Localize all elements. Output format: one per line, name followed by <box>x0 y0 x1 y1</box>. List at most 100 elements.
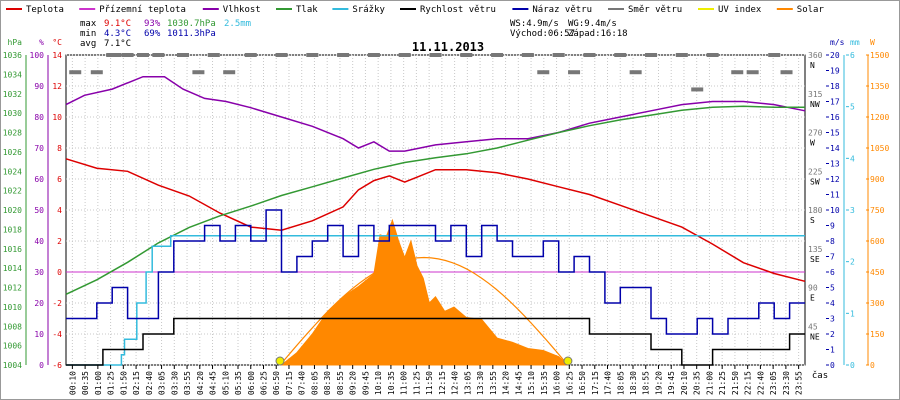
watt-axis-tick-label: 900 <box>870 175 885 184</box>
hpa-axis-tick-label: 1028 <box>3 129 22 138</box>
x-tick-label: 01:25 <box>107 371 116 395</box>
x-tick-label: 03:05 <box>158 371 167 395</box>
stats-avg-temp: 7.1°C <box>104 39 131 49</box>
direction-layer <box>69 53 793 92</box>
celsius-axis-tick-label: -2 <box>52 299 62 308</box>
x-tick-label: 19:20 <box>654 371 663 395</box>
series-srazky <box>66 235 805 366</box>
watt-axis-tick-label: 0 <box>870 361 875 370</box>
x-tick-label: 16:00 <box>553 371 562 395</box>
watt-axis-tick-label: 1350 <box>870 82 889 91</box>
ms-axis-tick-label: 17 <box>830 98 840 107</box>
percent-axis-unit: % <box>39 38 44 47</box>
celsius-axis-tick-label: 4 <box>57 206 62 215</box>
direction-mark <box>244 53 257 57</box>
celsius-axis-tick-label: 8 <box>57 144 62 153</box>
x-tick-label: 13:55 <box>489 371 498 395</box>
stats-ws: WS:4.9m/s <box>510 19 559 29</box>
watt-axis-tick-label: 1500 <box>870 51 889 60</box>
direction-mark <box>491 53 504 57</box>
direction-mark <box>552 53 565 57</box>
direction-compass-label: E <box>810 294 815 303</box>
direction-tick-label: 135 <box>808 245 823 254</box>
direction-mark <box>192 70 205 75</box>
series-rychlost-vetru <box>66 317 805 366</box>
direction-mark <box>136 53 149 57</box>
mm-axis-tick-label: 3 <box>850 206 855 215</box>
x-tick-label: 16:25 <box>565 371 574 395</box>
mm-axis-tick-label: 6 <box>850 51 855 60</box>
celsius-axis-tick-label: -4 <box>52 330 62 339</box>
solar-area <box>280 218 570 366</box>
direction-tick-label: 90 <box>808 284 818 293</box>
ms-axis-tick-label: 14 <box>830 144 840 153</box>
direction-tick-label: 315 <box>808 90 823 99</box>
hpa-axis-tick-label: 1016 <box>3 245 22 254</box>
x-tick-label: 06:00 <box>247 371 256 395</box>
direction-compass-label: S <box>810 216 815 225</box>
watt-axis-tick-label: 450 <box>870 268 885 277</box>
percent-axis-tick-label: 100 <box>30 51 45 60</box>
x-tick-label: 20:10 <box>680 371 689 395</box>
direction-mark <box>90 70 103 75</box>
legend-label: UV index <box>718 5 762 15</box>
stats-min-hum: 69% <box>144 29 161 39</box>
stats-wg: WG:9.4m/s <box>568 19 617 29</box>
x-tick-label: 17:40 <box>604 371 613 395</box>
mm-axis-tick-label: 4 <box>850 154 855 163</box>
x-axis-label: čas <box>812 370 828 381</box>
x-tick-label: 07:40 <box>298 371 307 395</box>
percent-axis-tick-label: 60 <box>34 175 44 184</box>
legend-label: Tlak <box>296 5 318 15</box>
x-tick-label: 23:55 <box>795 371 804 395</box>
series-tlak <box>65 105 805 295</box>
x-tick-label: 09:45 <box>361 371 370 395</box>
x-tick-label: 08:30 <box>323 371 332 395</box>
stats-min-temp: 4.3°C <box>104 29 131 39</box>
hpa-axis-tick-label: 1006 <box>3 342 22 351</box>
ms-axis-tick-label: 10 <box>830 206 840 215</box>
direction-tick-label: 270 <box>808 129 823 138</box>
x-tick-label: 11:50 <box>425 371 434 395</box>
celsius-axis-tick-label: 0 <box>57 268 62 277</box>
celsius-axis-tick-label: 2 <box>57 237 62 246</box>
x-tick-label: 00:35 <box>81 371 90 395</box>
direction-mark <box>398 53 411 57</box>
x-tick-label: 11:00 <box>400 371 409 395</box>
direction-mark <box>177 53 190 57</box>
direction-compass-label: N <box>810 61 815 70</box>
x-tick-label: 03:55 <box>183 371 192 395</box>
mm-axis-tick-label: 1 <box>850 309 855 318</box>
direction-compass-label: SW <box>810 177 820 186</box>
legend-label: Srážky <box>352 5 385 15</box>
legend-label: Rychlost větru <box>420 5 496 15</box>
ms-axis-tick-label: 0 <box>830 361 835 370</box>
hpa-axis-tick-label: 1034 <box>3 70 22 79</box>
direction-mark <box>69 70 82 75</box>
x-tick-label: 16:50 <box>578 371 587 395</box>
series-vlhkost <box>65 75 806 152</box>
axes-layer: 00:10 00:35 01:00 01:25 01:50 02:15 02:40 03:05… <box>3 38 890 395</box>
mm-axis-tick-label: 5 <box>850 103 855 112</box>
x-tick-label: 13:30 <box>476 371 485 395</box>
celsius-axis-tick-label: 10 <box>52 113 62 122</box>
watt-axis-tick-label: 600 <box>870 237 885 246</box>
x-tick-label: 05:10 <box>221 371 230 395</box>
direction-mark <box>675 53 688 57</box>
watt-axis-tick-label: 150 <box>870 330 885 339</box>
x-tick-label: 07:15 <box>285 371 294 395</box>
x-tick-label: 04:20 <box>196 371 205 395</box>
hpa-axis-tick-label: 1030 <box>3 109 22 118</box>
legend-label: Přízemní teplota <box>99 5 186 15</box>
x-tick-label: 00:10 <box>68 371 77 395</box>
hpa-axis-tick-label: 1020 <box>3 206 22 215</box>
x-tick-label: 23:05 <box>769 371 778 395</box>
ms-axis-tick-label: 9 <box>830 222 835 231</box>
legend-label: Teplota <box>26 5 64 15</box>
x-tick-label: 14:45 <box>514 371 523 395</box>
celsius-axis-unit: °C <box>52 38 62 47</box>
direction-mark <box>306 53 319 57</box>
direction-mark <box>645 53 658 57</box>
stats-max-label: max <box>80 19 97 29</box>
x-tick-label: 18:05 <box>616 371 625 395</box>
